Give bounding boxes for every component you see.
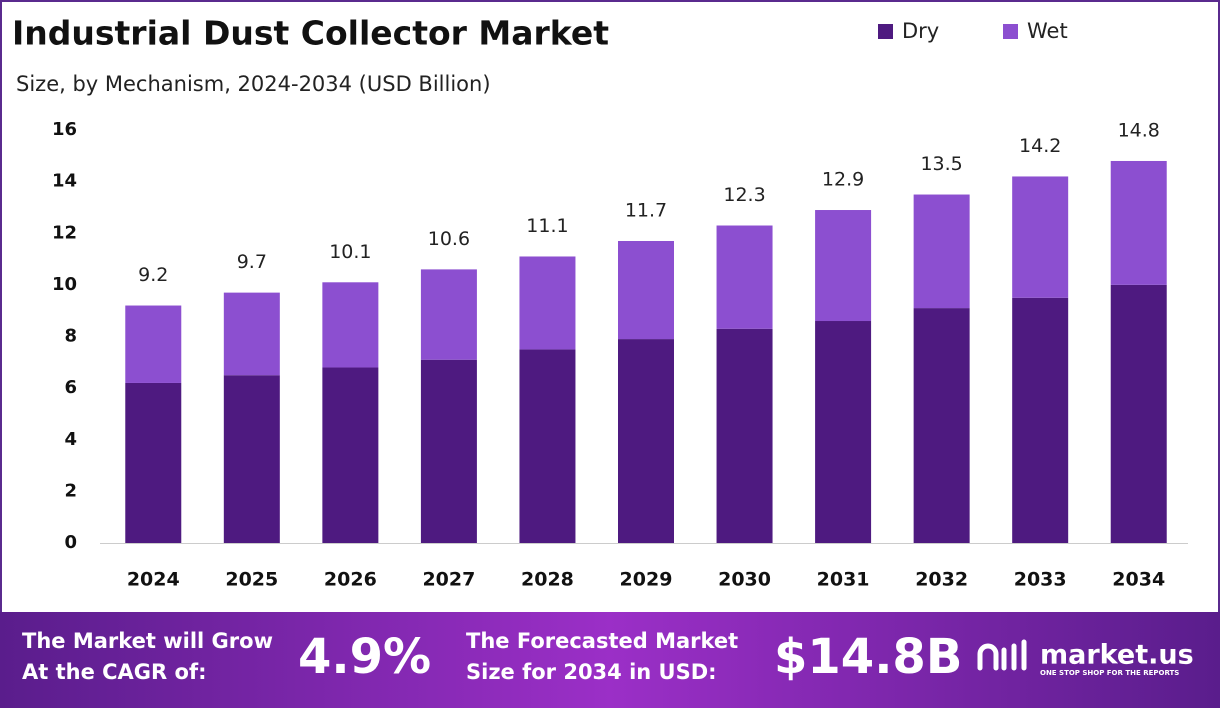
bar-segment <box>716 225 773 329</box>
x-tick-label: 2032 <box>915 569 968 591</box>
bar-segment <box>322 282 379 368</box>
total-label: 9.7 <box>237 251 267 273</box>
footer-text: The Market will Grow <box>22 629 273 653</box>
y-tick-label: 16 <box>52 119 77 140</box>
bar-segment <box>716 328 773 543</box>
tagline: ONE STOP SHOP FOR THE REPORTS <box>1040 669 1179 677</box>
brand: market.us <box>1040 640 1194 671</box>
footer-band <box>0 612 1220 708</box>
x-tick-label: 2030 <box>718 569 771 591</box>
bar-segment <box>125 305 182 383</box>
bar-segment <box>519 256 576 350</box>
total-label: 10.1 <box>329 241 371 263</box>
x-tick-label: 2024 <box>127 569 180 591</box>
bar-segment <box>125 382 182 543</box>
y-tick-label: 6 <box>64 377 77 398</box>
y-tick-label: 14 <box>52 171 77 192</box>
y-tick-label: 12 <box>52 222 77 243</box>
bar-segment <box>223 375 280 543</box>
total-label: 11.7 <box>625 199 667 221</box>
legend-label: Wet <box>1027 19 1068 43</box>
bar-segment <box>322 367 379 543</box>
footer-value: 4.9% <box>298 629 431 685</box>
y-tick-label: 10 <box>52 274 77 295</box>
x-tick-label: 2031 <box>817 569 870 591</box>
x-tick-label: 2025 <box>225 569 278 591</box>
total-label: 10.6 <box>428 228 470 250</box>
legend-swatch <box>1003 24 1018 39</box>
bar-segment <box>1110 284 1167 543</box>
legend-label: Dry <box>902 19 939 43</box>
bar-segment <box>815 210 872 322</box>
total-label: 11.1 <box>526 215 568 237</box>
bar-segment <box>519 349 576 543</box>
bar-segment <box>913 194 970 309</box>
y-tick-label: 0 <box>64 532 77 553</box>
y-tick-label: 2 <box>64 480 77 501</box>
footer-value: $14.8B <box>774 629 962 685</box>
total-label: 14.8 <box>1118 119 1160 141</box>
footer-text: The Forecasted Market <box>466 629 738 653</box>
x-tick-label: 2029 <box>620 569 673 591</box>
x-tick-label: 2034 <box>1112 569 1165 591</box>
brand-logo <box>977 639 1027 671</box>
bar-segment <box>1012 297 1069 543</box>
bar-segment <box>618 339 674 543</box>
bar-segment <box>815 321 872 543</box>
chart-title: Industrial Dust Collector Market <box>12 14 609 53</box>
total-label: 12.9 <box>822 169 864 191</box>
bar-segment <box>420 359 477 543</box>
bar-segment <box>618 240 674 340</box>
x-tick-label: 2027 <box>422 569 475 591</box>
total-label: 14.2 <box>1019 135 1061 157</box>
x-tick-label: 2033 <box>1014 569 1067 591</box>
chart-subtitle: Size, by Mechanism, 2024-2034 (USD Billi… <box>16 72 491 96</box>
bar-segment <box>913 308 970 543</box>
footer-text: At the CAGR of: <box>22 660 207 684</box>
total-label: 12.3 <box>723 184 765 206</box>
bar-segment <box>223 292 280 376</box>
legend-swatch <box>878 24 893 39</box>
total-label: 13.5 <box>920 153 962 175</box>
footer: The Market will Grow At the CAGR of: 4.9… <box>22 629 1194 685</box>
y-tick-label: 4 <box>64 429 77 450</box>
footer-text: Size for 2034 in USD: <box>466 660 717 684</box>
x-tick-label: 2026 <box>324 569 377 591</box>
y-tick-label: 8 <box>64 326 77 347</box>
bar-segment <box>420 269 477 360</box>
x-tick-label: 2028 <box>521 569 574 591</box>
bar-segment <box>1110 160 1167 285</box>
total-label: 9.2 <box>138 264 168 286</box>
bar-segment <box>1012 176 1069 298</box>
